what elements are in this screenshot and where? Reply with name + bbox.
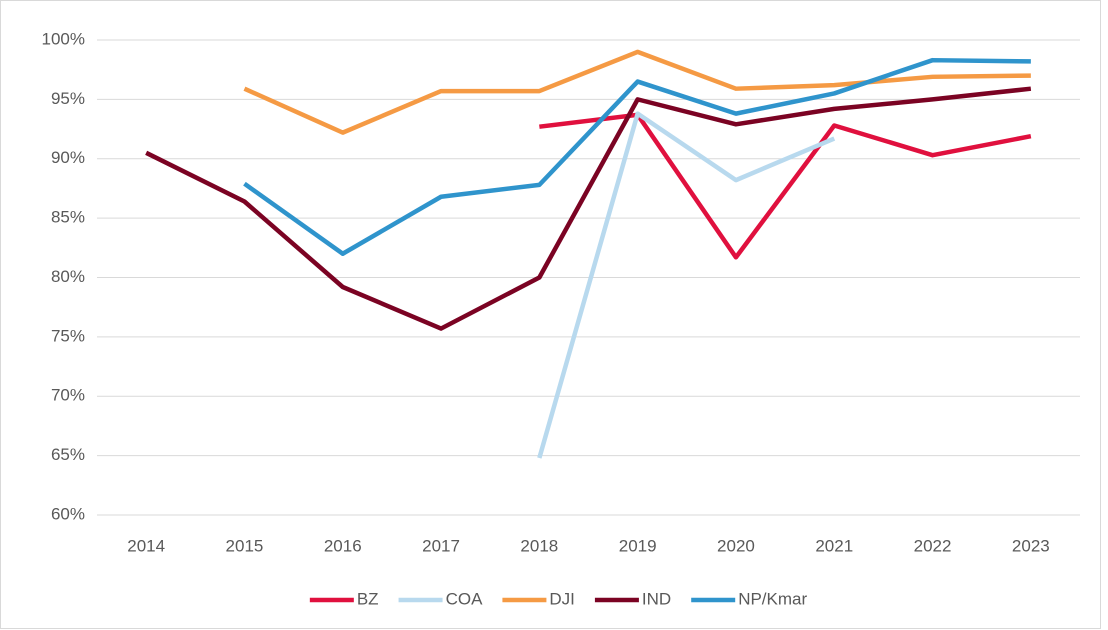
legend-label: DJI xyxy=(549,589,575,608)
line-series xyxy=(537,111,836,459)
x-tick-label: 2017 xyxy=(422,536,460,555)
y-tick-label: 70% xyxy=(51,386,85,405)
y-tick-label: 95% xyxy=(51,89,85,108)
y-tick-label: 85% xyxy=(51,208,85,227)
x-tick-label: 2018 xyxy=(520,536,558,555)
y-tick-label: 60% xyxy=(51,504,85,523)
y-tick-label: 100% xyxy=(42,29,85,48)
y-tick-label: 75% xyxy=(51,326,85,345)
x-tick-label: 2015 xyxy=(226,536,264,555)
x-tick-label: 2014 xyxy=(127,536,165,555)
legend-label: COA xyxy=(446,589,484,608)
line-series xyxy=(145,86,1032,331)
legend-label: NP/Kmar xyxy=(738,589,807,608)
legend-label: BZ xyxy=(357,589,379,608)
line-series xyxy=(243,49,1031,135)
legend-label: IND xyxy=(642,589,671,608)
y-tick-label: 80% xyxy=(51,267,85,286)
x-tick-label: 2023 xyxy=(1012,536,1050,555)
y-tick-label: 90% xyxy=(51,148,85,167)
x-tick-label: 2022 xyxy=(914,536,952,555)
x-tick-label: 2019 xyxy=(619,536,657,555)
x-tick-label: 2016 xyxy=(324,536,362,555)
line-series xyxy=(243,57,1031,256)
x-tick-label: 2021 xyxy=(815,536,853,555)
x-tick-label: 2020 xyxy=(717,536,755,555)
y-tick-label: 65% xyxy=(51,445,85,464)
line-series xyxy=(539,112,1032,260)
